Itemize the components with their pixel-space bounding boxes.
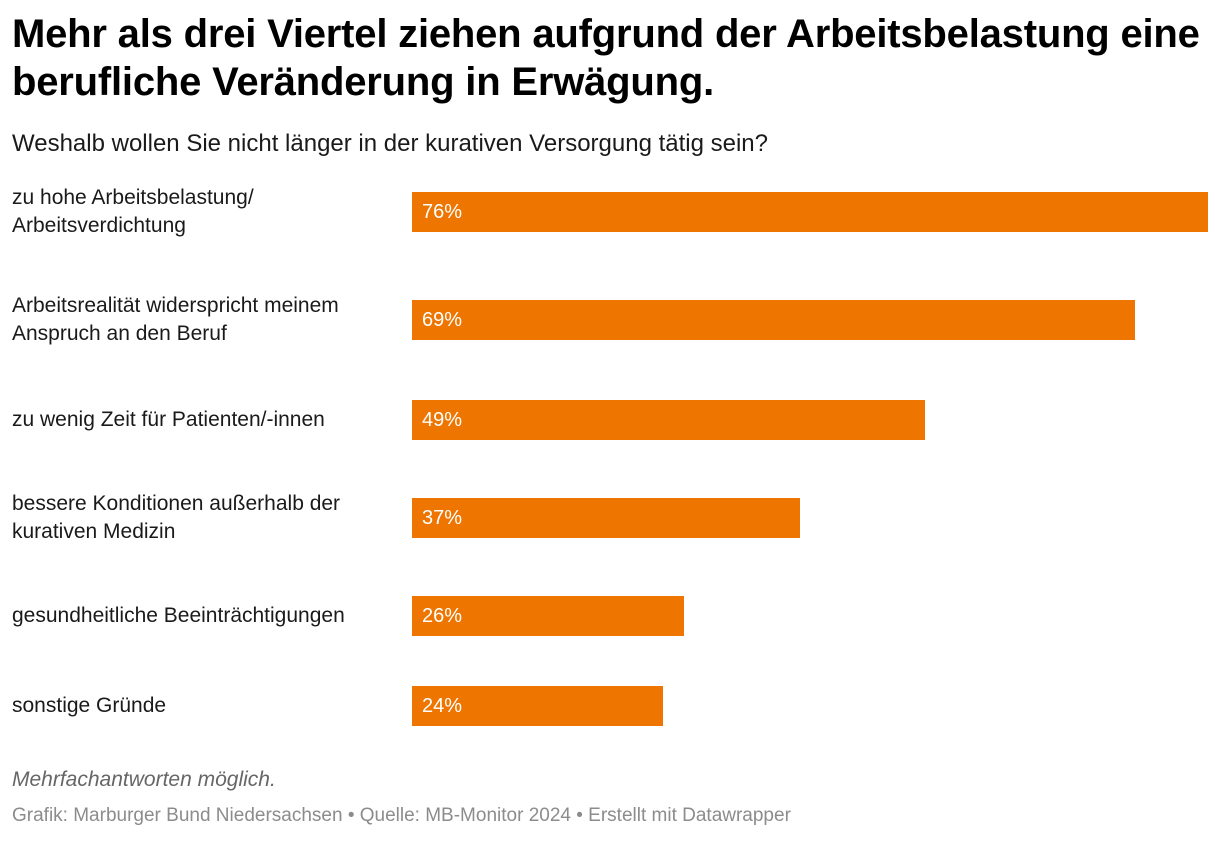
category-label: Arbeitsrealität widerspricht meinem Ansp… — [12, 294, 339, 345]
bar-value-label: 69% — [422, 309, 463, 331]
category-label: gesundheitliche Beeinträchtigungen — [12, 604, 345, 627]
category-label: zu hohe Arbeitsbelastung/ Arbeitsverdich… — [12, 186, 254, 237]
chart-footer: Grafik: Marburger Bund Niedersachsen • Q… — [12, 805, 791, 826]
bar: 49% — [412, 400, 925, 440]
bar-value-label: 37% — [422, 507, 463, 529]
chart-title: Mehr als drei Viertel ziehen aufgrund de… — [12, 12, 1200, 104]
bar-value-label: 76% — [422, 201, 463, 223]
category-label: zu wenig Zeit für Patienten/-innen — [12, 408, 325, 431]
bar-value-label: 24% — [422, 695, 463, 717]
bar: 24% — [412, 686, 663, 726]
chart-note: Mehrfachantworten möglich. — [12, 768, 276, 791]
chart-subtitle: Weshalb wollen Sie nicht länger in der k… — [12, 130, 768, 157]
bar: 26% — [412, 596, 684, 636]
category-label: bessere Konditionen außerhalb der kurati… — [12, 492, 341, 543]
category-label: sonstige Gründe — [12, 694, 167, 717]
bar: 69% — [412, 300, 1135, 340]
bar: 76% — [412, 192, 1208, 232]
bar-value-label: 49% — [422, 409, 463, 431]
bar: 37% — [412, 498, 800, 538]
bar-value-label: 26% — [422, 605, 463, 627]
